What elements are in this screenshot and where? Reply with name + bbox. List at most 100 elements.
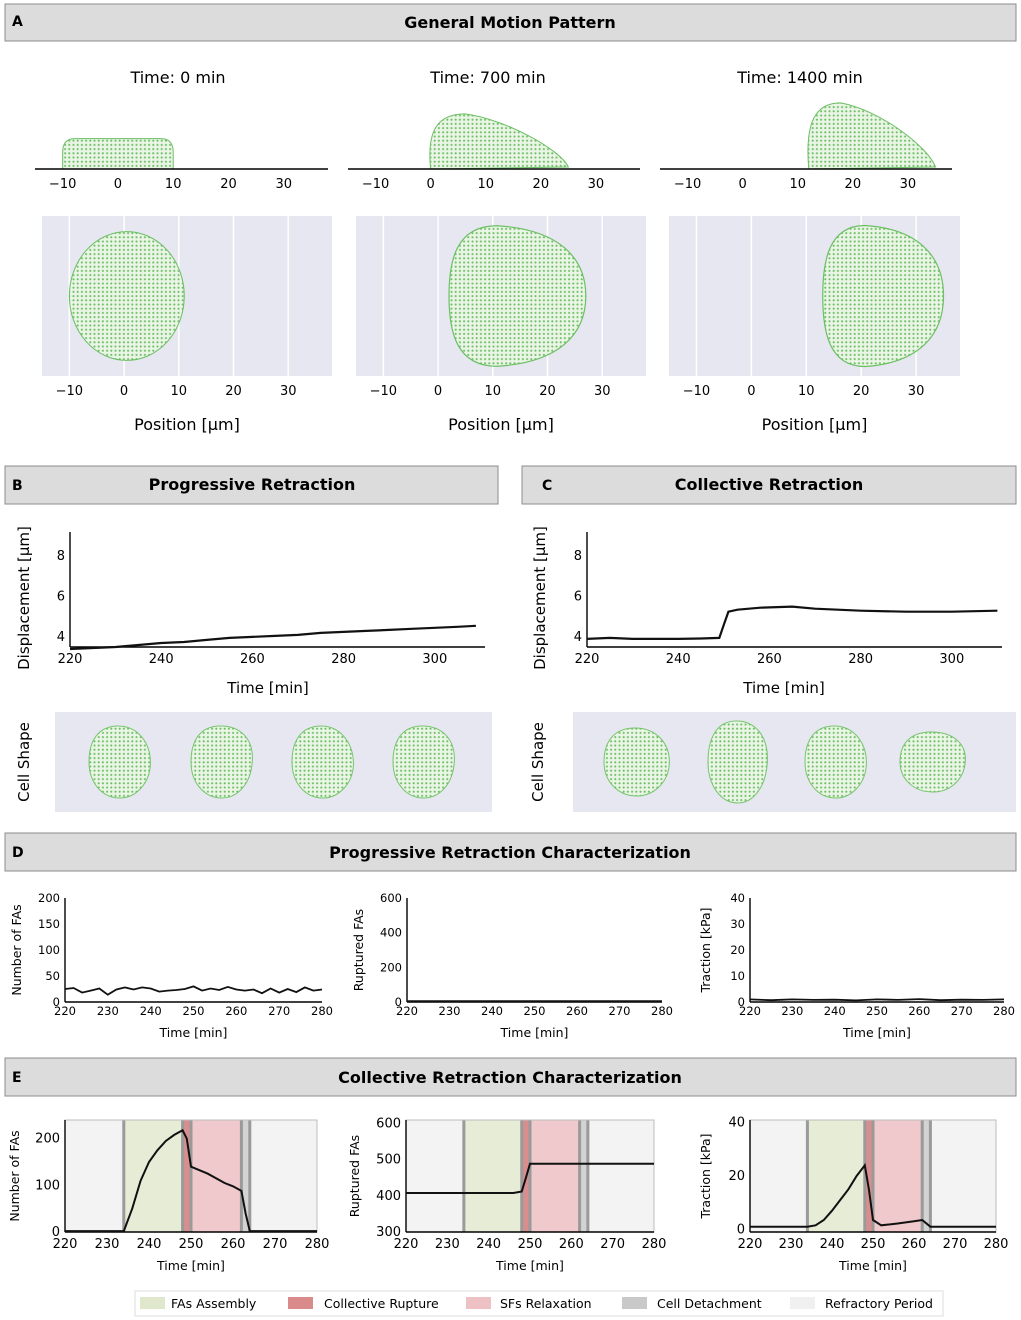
- x-tick-label: 230: [95, 1237, 120, 1252]
- legend-swatch-assembly: [140, 1297, 165, 1309]
- phase-relaxation: [191, 1120, 242, 1232]
- y-tick-label: 0: [737, 1222, 745, 1237]
- side-tick-label: 10: [477, 177, 494, 192]
- phase-boundary: [928, 1120, 932, 1232]
- phase-detachment: [579, 1120, 588, 1232]
- side-tick-label: 30: [900, 177, 917, 192]
- top-view-cell: [822, 224, 945, 368]
- x-tick-label: 220: [58, 652, 83, 667]
- x-tick-label: 240: [666, 652, 691, 667]
- x-tick-label: 260: [902, 1237, 927, 1252]
- phase-refractory: [750, 1120, 808, 1232]
- x-tick-label: 240: [824, 1004, 846, 1018]
- cell-shape-b-0: [88, 725, 151, 799]
- x-tick-label: 270: [268, 1004, 290, 1018]
- legend-item-refractory: Refractory Period: [790, 1296, 933, 1311]
- side-tick-label: 0: [427, 177, 435, 192]
- panel-c-cell-shapes: [603, 720, 966, 804]
- x-tick-label: 300: [422, 652, 447, 667]
- phase-assembly: [463, 1120, 522, 1232]
- x-axis-label: Time [min]: [842, 1025, 911, 1040]
- y-tick-label: 200: [35, 1132, 60, 1147]
- x-tick-label: 230: [97, 1004, 119, 1018]
- y-tick-label: 500: [376, 1153, 401, 1168]
- time-label: Time: 700 min: [429, 68, 545, 87]
- panel-a-header: A General Motion Pattern: [4, 3, 1017, 42]
- top-tick-label: 20: [853, 384, 870, 399]
- x-tick-label: 220: [738, 1237, 763, 1252]
- chart-e_fas: 220 230 240 250 260 270 280 0 100 200 Time [min] Nu…: [7, 1119, 329, 1273]
- phase-bands: [750, 1120, 996, 1232]
- top-tick-label: 10: [485, 384, 502, 399]
- panel-c-title: Collective Retraction: [675, 475, 864, 494]
- snapshot-0: Time: 0 min −10 0 10 20 30 −10 0 10 20 30 Position …: [35, 68, 332, 434]
- panel-b-shape-label: Cell Shape: [15, 722, 33, 802]
- phase-detachment: [241, 1120, 250, 1232]
- panel-c-letter: C: [542, 478, 552, 494]
- phase-boundary: [586, 1120, 590, 1232]
- x-tick-label: 250: [524, 1004, 546, 1018]
- side-tick-label: 30: [588, 177, 605, 192]
- x-tick-label: 240: [481, 1004, 503, 1018]
- chart-b_disp: 220 240 260 280 300 4 6 8: [57, 532, 485, 667]
- phase-boundary: [462, 1120, 466, 1232]
- phase-bands: [406, 1120, 654, 1232]
- series-line: [586, 605, 998, 641]
- panel-d-header: D Progressive Retraction Characterizatio…: [4, 832, 1017, 872]
- y-tick-label: 200: [380, 960, 402, 974]
- y-tick-label: 300: [376, 1225, 401, 1240]
- top-tick-label: −10: [683, 384, 710, 399]
- panel-b-xlabel: Time [min]: [226, 679, 308, 697]
- side-tick-label: 30: [276, 177, 293, 192]
- phase-boundary: [181, 1120, 185, 1232]
- phase-refractory: [930, 1120, 996, 1232]
- y-tick-label: 0: [52, 1225, 60, 1240]
- top-view-cell: [448, 225, 587, 367]
- side-tick-label: 20: [533, 177, 550, 192]
- x-tick-label: 250: [518, 1237, 543, 1252]
- y-tick-label: 4: [57, 630, 65, 645]
- x-tick-label: 240: [820, 1237, 845, 1252]
- legend-label-rupture: Collective Rupture: [324, 1296, 439, 1311]
- legend-label-assembly: FAs Assembly: [171, 1296, 257, 1311]
- side-view-cell: [62, 138, 174, 170]
- series-line: [406, 1162, 654, 1194]
- cell-shape-c-2: [804, 725, 867, 799]
- y-tick-label: 8: [57, 549, 65, 564]
- panel-b-ylabel: Displacement [μm]: [15, 526, 33, 670]
- series-line: [749, 998, 1005, 1002]
- x-tick-label: 270: [943, 1237, 968, 1252]
- legend-swatch-rupture: [288, 1297, 313, 1309]
- phase-rupture: [864, 1120, 873, 1232]
- x-tick-label: 250: [861, 1237, 886, 1252]
- y-tick-label: 150: [38, 917, 60, 931]
- legend-label-refractory: Refractory Period: [825, 1296, 933, 1311]
- position-axis-label: Position [μm]: [134, 415, 240, 434]
- series-line: [69, 624, 476, 651]
- phase-rupture: [182, 1120, 191, 1232]
- top-view-cell: [68, 231, 185, 361]
- y-tick-label: 0: [395, 995, 402, 1009]
- y-tick-label: 6: [57, 590, 65, 605]
- chart-c_disp: 220 240 260 280 300 4 6 8: [574, 532, 1002, 667]
- side-tick-label: 20: [220, 177, 237, 192]
- panel-e-title: Collective Retraction Characterization: [338, 1068, 682, 1087]
- top-tick-label: 20: [225, 384, 242, 399]
- y-tick-label: 20: [730, 943, 745, 957]
- panel-c-xlabel: Time [min]: [742, 679, 824, 697]
- x-tick-label: 250: [866, 1004, 888, 1018]
- y-axis-label: Number of FAs: [7, 1130, 22, 1221]
- x-tick-label: 230: [435, 1237, 460, 1252]
- phase-relaxation: [873, 1120, 923, 1232]
- top-tick-label: 10: [798, 384, 815, 399]
- x-tick-label: 250: [183, 1004, 205, 1018]
- panel-b-title: Progressive Retraction: [149, 475, 356, 494]
- phase-refractory: [249, 1120, 317, 1232]
- x-tick-label: 220: [394, 1237, 419, 1252]
- legend: FAs Assembly Collective Rupture SFs Rela…: [134, 1290, 944, 1317]
- chart-e_rupt: 220 230 240 250 260 270 280 300 400 500 600 Time [m…: [347, 1117, 666, 1273]
- cell-shape-c-3: [899, 731, 966, 793]
- x-tick-label: 220: [54, 1004, 76, 1018]
- y-tick-label: 0: [738, 995, 745, 1009]
- y-tick-label: 400: [376, 1189, 401, 1204]
